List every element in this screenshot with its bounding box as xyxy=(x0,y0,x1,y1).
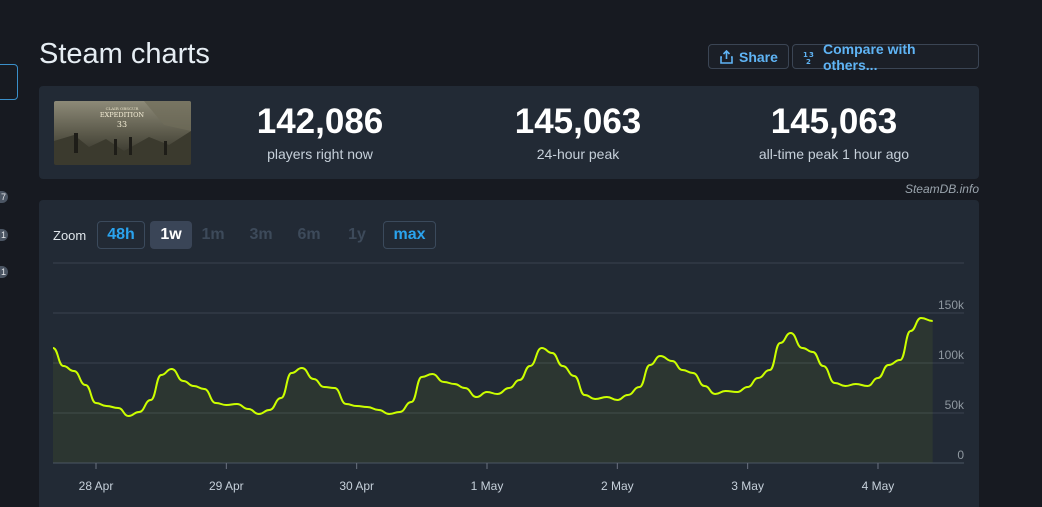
zoom-label: Zoom xyxy=(53,228,87,243)
stat-24h-peak: 145,063 24-hour peak xyxy=(497,102,659,162)
stat-all-time-peak: 145,063 all-time peak 1 hour ago xyxy=(739,102,929,162)
sidebar-selected-item[interactable] xyxy=(0,64,18,100)
left-sidebar-edge: 7 1 1 xyxy=(0,0,22,507)
svg-text:2: 2 xyxy=(806,58,811,64)
y-tick-label: 0 xyxy=(957,448,964,462)
svg-text:1: 1 xyxy=(803,51,808,59)
stat-label: all-time peak 1 hour ago xyxy=(758,146,910,162)
x-tick-label: 3 May xyxy=(731,479,764,493)
stat-label: 24-hour peak xyxy=(536,146,620,162)
sidebar-count-badge: 1 xyxy=(0,266,8,278)
stat-value: 142,086 xyxy=(256,102,384,141)
x-tick-label: 4 May xyxy=(862,479,895,493)
stat-players-now: 142,086 players right now xyxy=(239,102,401,162)
stat-label: players right now xyxy=(267,146,373,162)
chart-area-fill xyxy=(53,318,933,463)
zoom-option-1w[interactable]: 1w xyxy=(150,221,192,249)
zoom-option-6m: 6m xyxy=(297,226,321,243)
share-icon xyxy=(719,49,733,64)
game-thumbnail-subtitle: CLAIR OBSCUR xyxy=(106,106,140,111)
y-tick-label: 50k xyxy=(945,398,965,412)
game-thumbnail-title: EXPEDITION xyxy=(100,111,145,119)
player-count-chart: 0 50k 100k 150k 28 Apr 29 Apr 30 Apr 1 May 2 May… xyxy=(52,262,965,493)
x-tick-label: 29 Apr xyxy=(209,479,244,493)
compare-numbers-icon: 1 3 2 xyxy=(803,50,817,64)
stat-value: 145,063 xyxy=(514,102,642,141)
compare-button[interactable]: 1 3 2 Compare with others... xyxy=(792,41,979,73)
zoom-option-max[interactable]: max xyxy=(383,221,436,249)
zoom-option-1y: 1y xyxy=(348,226,366,243)
x-tick-label: 1 May xyxy=(471,479,504,493)
y-tick-label: 100k xyxy=(938,348,965,362)
game-thumbnail-number: 33 xyxy=(117,120,127,129)
x-tick-label: 30 Apr xyxy=(339,479,374,493)
y-tick-label: 150k xyxy=(938,298,965,312)
x-tick-label: 2 May xyxy=(601,479,634,493)
sidebar-count-badge: 7 xyxy=(0,191,8,203)
svg-text:3: 3 xyxy=(809,51,814,59)
x-tick-label: 28 Apr xyxy=(79,479,114,493)
stat-value: 145,063 xyxy=(770,102,898,141)
zoom-option-1m: 1m xyxy=(201,226,225,243)
share-button[interactable]: Share xyxy=(708,44,789,69)
game-thumbnail[interactable]: CLAIR OBSCUR EXPEDITION 33 xyxy=(54,101,191,165)
sidebar-count-badge: 1 xyxy=(0,229,8,241)
chart-panel: Zoom 48h 1w 1m 3m 6m 1y max 0 50k 100k 150k 28 Apr… xyxy=(39,200,979,507)
share-label: Share xyxy=(739,48,778,65)
page-title: Steam charts xyxy=(39,38,210,70)
players-series-line xyxy=(52,317,933,417)
compare-label: Compare with others... xyxy=(823,40,916,73)
zoom-option-3m: 3m xyxy=(249,226,273,243)
stats-panel: CLAIR OBSCUR EXPEDITION 33 142,086 playe… xyxy=(39,86,979,179)
zoom-option-48h[interactable]: 48h xyxy=(97,221,145,249)
steamdb-credit[interactable]: SteamDB.info xyxy=(904,182,979,196)
